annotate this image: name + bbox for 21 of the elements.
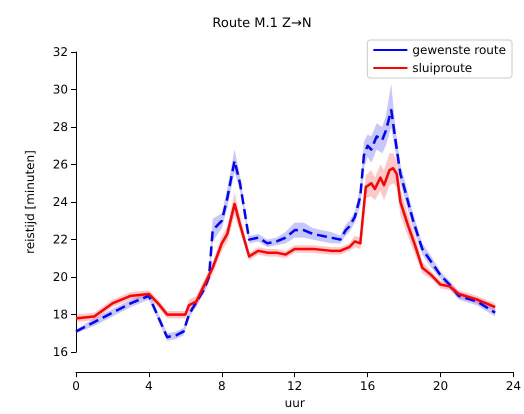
legend-label: gewenste route <box>412 43 506 57</box>
x-tick-label: 24 <box>506 379 522 394</box>
y-tick-label: 26 <box>52 158 68 172</box>
y-tick-label: 20 <box>52 270 68 284</box>
x-tick-label: 20 <box>432 379 448 394</box>
x-tick-label: 0 <box>72 379 80 394</box>
y-tick-label: 32 <box>52 45 68 59</box>
legend-label: sluiproute <box>412 61 472 75</box>
y-tick-label: 28 <box>52 120 68 134</box>
x-tick-label: 8 <box>218 379 226 394</box>
x-tick-label: 16 <box>360 379 376 394</box>
y-axis-title: reistijd [minuten] <box>23 150 37 254</box>
y-tick-label: 18 <box>52 308 68 322</box>
x-tick-label: 12 <box>287 379 302 394</box>
x-axis-title: uur <box>284 396 305 410</box>
x-tick-label: 4 <box>145 379 153 394</box>
chart-title: Route M.1 Z→N <box>212 16 312 31</box>
y-tick-label: 16 <box>52 345 68 360</box>
y-tick-label: 24 <box>52 195 68 210</box>
y-tick-label: 30 <box>52 82 68 97</box>
y-tick-label: 22 <box>52 232 68 247</box>
